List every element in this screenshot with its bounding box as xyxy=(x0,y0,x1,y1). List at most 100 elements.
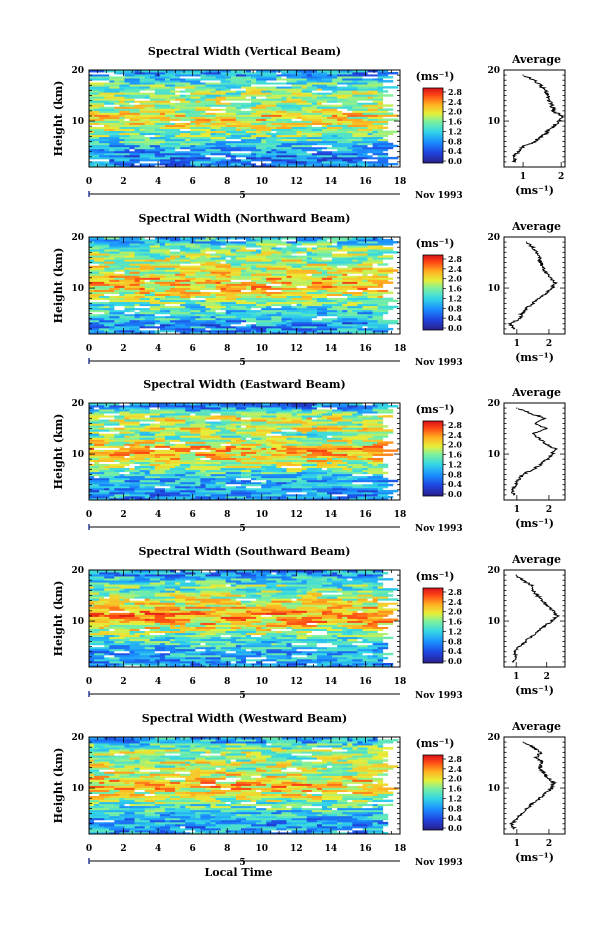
day-bar: 5 Nov 1993 xyxy=(88,691,463,701)
y-tick-label: 10 xyxy=(71,117,84,127)
average-profile: Average 10 20 1 2 (ms⁻¹) xyxy=(487,53,566,197)
colorbar-tick-label: 1.2 xyxy=(448,626,462,636)
profile-line xyxy=(511,408,559,496)
colorbar: (ms⁻¹) 2.82.42.01.61.20.80.40.0 xyxy=(416,70,463,166)
profile-y-tick-label: 10 xyxy=(487,450,500,460)
colorbar-tick-label: 1.2 xyxy=(448,293,462,303)
colorbar-tick-label: 2.0 xyxy=(448,607,462,617)
profile-point xyxy=(532,589,534,592)
y-tick-label: 20 xyxy=(71,233,84,243)
profile-point xyxy=(512,156,515,158)
x-tick-label: 6 xyxy=(190,844,196,854)
profile-point xyxy=(514,161,517,163)
profile-point xyxy=(539,84,541,86)
colorbar-tick-label: 2.0 xyxy=(448,774,462,784)
profile-frame xyxy=(503,736,566,835)
x-tick-label: 8 xyxy=(224,177,230,187)
colorbar-tick-label: 0.8 xyxy=(448,469,462,479)
profile-point xyxy=(525,307,528,310)
day-bar: 5 Nov 1993 xyxy=(88,858,463,868)
profile-point xyxy=(515,656,517,658)
x-tick-label: 0 xyxy=(86,677,92,687)
colorbar-tick-label: 0.0 xyxy=(448,823,462,833)
colorbar-tick-label: 0.8 xyxy=(448,136,462,146)
colorbar-unit: (ms⁻¹) xyxy=(416,570,455,583)
profile-point xyxy=(558,120,560,122)
profile-point xyxy=(509,323,511,325)
x-tick-label: 12 xyxy=(290,677,303,687)
x-tick-label: 4 xyxy=(155,844,161,854)
panels: Spectral Width (Vertical Beam)0 2 4 6 8 10 12 1… xyxy=(52,45,566,879)
profile-point xyxy=(524,640,527,643)
panel-title: Spectral Width (Northward Beam) xyxy=(139,212,351,225)
x-tick-label: 0 xyxy=(86,344,92,354)
x-tick-label: 10 xyxy=(256,510,269,520)
x-tick-label: 12 xyxy=(290,344,303,354)
colorbar-gradient xyxy=(422,254,444,331)
colorbar-gradient xyxy=(422,754,444,831)
profile-x-tick-label: 1 xyxy=(514,839,520,849)
profile-point xyxy=(521,813,523,815)
colorbar-tick-label: 2.4 xyxy=(448,597,462,607)
profile-point xyxy=(545,427,547,430)
x-tick-label: 2 xyxy=(120,510,126,520)
colorbar-tick-label: 2.4 xyxy=(448,97,462,107)
x-axis: 0 2 4 6 8 10 12 14 16 18 xyxy=(86,403,406,520)
profile-point xyxy=(551,287,553,289)
profile-point xyxy=(556,615,559,617)
profile-line xyxy=(509,742,558,830)
profile-y-tick-label: 20 xyxy=(487,66,500,76)
colorbar-tick-label: 1.2 xyxy=(448,793,462,803)
y-tick-label: 10 xyxy=(71,784,84,794)
profile-title: Average xyxy=(511,53,561,66)
profile-point xyxy=(532,468,534,470)
y-tick-label: 10 xyxy=(71,617,84,627)
x-tick-label: 4 xyxy=(155,344,161,354)
panel-title: Spectral Width (Southward Beam) xyxy=(138,545,350,558)
profile-point xyxy=(536,630,539,632)
colorbar-tick-label: 1.6 xyxy=(448,617,462,627)
profile-point xyxy=(545,89,547,91)
x-tick-label: 12 xyxy=(290,177,303,187)
profile-point xyxy=(551,787,553,789)
y-tick-label: 20 xyxy=(71,733,84,743)
day-label: 5 xyxy=(239,524,245,534)
profile-x-tick-label: 2 xyxy=(546,339,552,349)
profile-point xyxy=(541,135,543,137)
profile-point xyxy=(545,443,547,445)
profile-frame xyxy=(503,569,566,668)
x-tick-label: 14 xyxy=(325,677,338,687)
x-axis: 0 2 4 6 8 10 12 14 16 18 xyxy=(86,70,406,187)
profile-point xyxy=(518,646,520,648)
profile-point xyxy=(538,297,540,299)
profile-point xyxy=(513,828,515,830)
profile-point xyxy=(553,782,555,784)
profile-point xyxy=(521,313,523,315)
profile-point xyxy=(550,277,552,279)
colorbar-tick-label: 1.2 xyxy=(448,459,462,469)
profile-point xyxy=(518,151,520,153)
x-axis: 0 2 4 6 8 10 12 14 16 18 xyxy=(86,570,406,687)
profile-y-tick-label: 10 xyxy=(487,784,500,794)
x-tick-label: 6 xyxy=(190,510,196,520)
y-axis: 10 20 xyxy=(71,566,400,663)
profile-point xyxy=(517,479,520,481)
profile-point xyxy=(547,130,549,132)
x-tick-label: 12 xyxy=(290,510,303,520)
colorbar: (ms⁻¹) 2.82.42.01.61.20.80.40.0 xyxy=(416,570,463,666)
colorbar-tick-label: 2.4 xyxy=(448,264,462,274)
date-label: Nov 1993 xyxy=(415,524,463,534)
profile-point xyxy=(532,302,534,304)
x-tick-label: 16 xyxy=(359,177,372,187)
profile-point xyxy=(532,746,534,748)
profile-point xyxy=(530,635,533,638)
panel-title: Spectral Width (Vertical Beam) xyxy=(148,45,341,58)
day-label: 5 xyxy=(239,858,245,868)
colorbar-tick-label: 2.0 xyxy=(448,274,462,284)
x-tick-label: 2 xyxy=(120,677,126,687)
profile-point xyxy=(514,651,516,653)
profile-point xyxy=(522,473,524,476)
colorbar-tick-label: 1.6 xyxy=(448,784,462,794)
colorbar-gradient xyxy=(422,420,444,497)
